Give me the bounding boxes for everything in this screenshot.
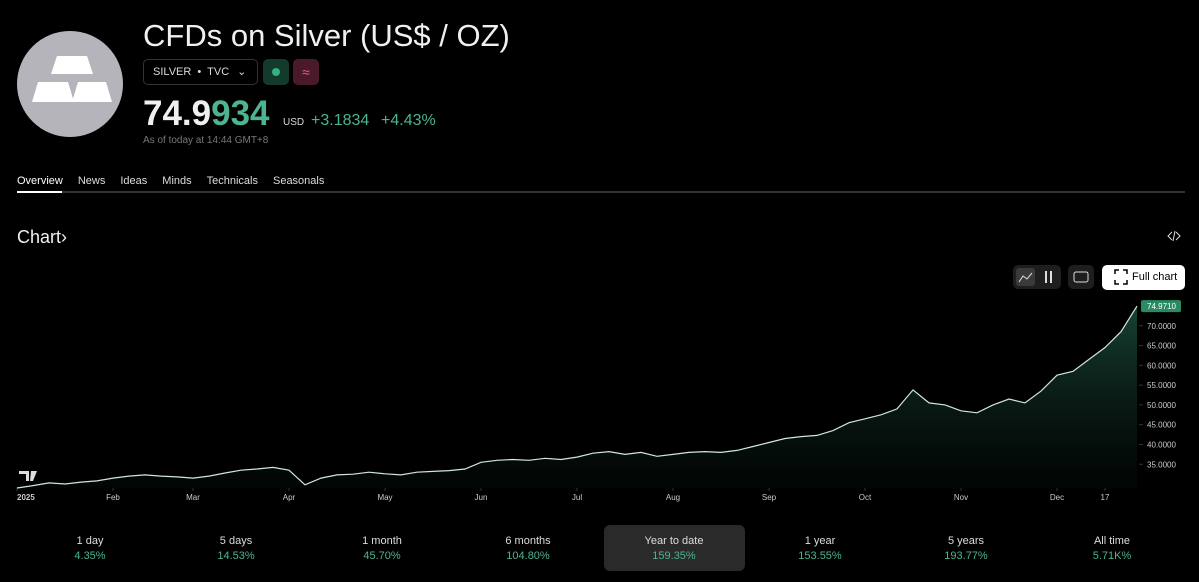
- logo-bars: [32, 56, 112, 102]
- x-tick-label: Mar: [186, 493, 200, 502]
- area: [17, 306, 1137, 488]
- x-tick-label: Nov: [954, 493, 968, 502]
- section-title[interactable]: Chart›: [17, 227, 68, 247]
- y-tick-label: 35.0000: [1147, 460, 1176, 469]
- y-tick-label: 40.0000: [1147, 440, 1176, 449]
- x-tick-label: May: [377, 493, 392, 502]
- tab[interactable]: News: [77, 175, 106, 187]
- price-line: [16, 305, 1138, 489]
- period-change: 45.70%: [363, 550, 401, 562]
- period-label: All time: [1093, 535, 1131, 547]
- last-price-tag: [1141, 300, 1181, 313]
- line-icon: [1018, 272, 1033, 283]
- delay-badge[interactable]: ≈: [293, 59, 319, 85]
- x-tick-label: Jun: [475, 493, 488, 502]
- period-button[interactable]: 1 year 153.55%: [750, 525, 891, 571]
- period-button[interactable]: 1 month 45.70%: [312, 525, 453, 571]
- period-label: 5 years: [947, 535, 985, 547]
- as-of: As of today at 14:44 GMT+8: [143, 135, 269, 146]
- period-button[interactable]: Year to date 159.35%: [603, 525, 745, 571]
- full-chart-label: Full chart: [1132, 271, 1178, 283]
- tab-rule: [17, 191, 1185, 193]
- x-tick-label: Sep: [762, 493, 777, 502]
- y-tick-label: 65.0000: [1147, 342, 1176, 351]
- tab[interactable]: Ideas: [120, 175, 148, 187]
- period-button[interactable]: 1 day 4.35%: [20, 525, 161, 571]
- line-style[interactable]: [1016, 268, 1035, 286]
- tv-logo: [19, 471, 37, 481]
- tab[interactable]: Minds: [162, 175, 192, 187]
- period-change: 153.55%: [798, 550, 842, 562]
- period-label: 1 year: [804, 535, 836, 547]
- symbol-badge[interactable]: SILVER • TVC ⌄: [143, 59, 258, 85]
- price-tail: 934: [211, 94, 270, 133]
- tabs: Overview News Ideas Minds Technicals Seasonal…: [17, 175, 324, 187]
- period-label: 1 month: [362, 535, 402, 547]
- tab[interactable]: Overview: [17, 175, 63, 187]
- market-status[interactable]: [263, 59, 289, 85]
- tab[interactable]: Seasonals: [272, 175, 325, 187]
- period-change: 104.80%: [506, 550, 550, 562]
- period-label: 5 days: [219, 535, 253, 547]
- full-chart-button[interactable]: [1102, 265, 1185, 290]
- period-change: 5.71K%: [1092, 550, 1132, 562]
- period-change: 4.35%: [74, 550, 106, 562]
- embed-icon[interactable]: [1167, 230, 1181, 242]
- period-button[interactable]: All time 5.71K%: [1042, 525, 1183, 571]
- period-change: 193.77%: [944, 550, 988, 562]
- snapshot-button[interactable]: [1068, 265, 1094, 289]
- logo: [17, 31, 123, 137]
- period-button[interactable]: 5 years 193.77%: [896, 525, 1037, 571]
- tab[interactable]: Technicals: [206, 175, 258, 187]
- y-tick-label: 60.0000: [1147, 361, 1176, 370]
- change: +3.1834: [311, 112, 370, 129]
- dot: •: [197, 66, 202, 78]
- x-tick-label: Dec: [1050, 493, 1064, 502]
- x-tick-label: 2025: [17, 493, 35, 502]
- x-tick-label: Aug: [666, 493, 680, 502]
- period-change: 159.35%: [652, 550, 696, 562]
- period-button[interactable]: 5 days 14.53%: [166, 525, 307, 571]
- currency: USD: [283, 117, 305, 128]
- x-tick-label: Jul: [572, 493, 582, 502]
- exchange: TVC: [207, 66, 230, 78]
- symbol: SILVER: [153, 66, 192, 78]
- chevron: ⌄: [237, 66, 247, 78]
- period-button[interactable]: 6 months 104.80%: [458, 525, 599, 571]
- period-change: 14.53%: [217, 550, 255, 562]
- x-tick-label: Oct: [859, 493, 872, 502]
- y-tick-label: 45.0000: [1147, 421, 1176, 430]
- x-tick-label: Apr: [283, 493, 296, 502]
- last-price-label: 74.9710: [1147, 302, 1176, 311]
- camera-icon: [1073, 271, 1089, 283]
- title: CFDs on Silver (US$ / OZ): [143, 18, 510, 53]
- period-label: 6 months: [505, 535, 551, 547]
- change-pct: +4.43%: [381, 112, 436, 129]
- y-tick-label: 70.0000: [1147, 322, 1176, 331]
- candle-icon[interactable]: [1045, 271, 1052, 283]
- period-label: 1 day: [76, 535, 104, 547]
- period-label: Year to date: [644, 535, 704, 547]
- expand-icon: [1114, 269, 1128, 285]
- x-tick-label: Feb: [106, 493, 120, 502]
- price: 74.9934: [143, 94, 270, 134]
- y-tick-label: 50.0000: [1147, 401, 1176, 410]
- periods: 1 day 4.35% 5 days 14.53% 1 month 45.70% 6 mon…: [17, 525, 1185, 571]
- status-dot: [272, 68, 280, 76]
- y-tick-label: 55.0000: [1147, 381, 1176, 390]
- price-main: 74.9: [143, 94, 212, 133]
- active-tab-underline: [17, 191, 62, 193]
- section-title-text: Chart: [17, 227, 62, 247]
- x-tick-label: 17: [1101, 493, 1110, 502]
